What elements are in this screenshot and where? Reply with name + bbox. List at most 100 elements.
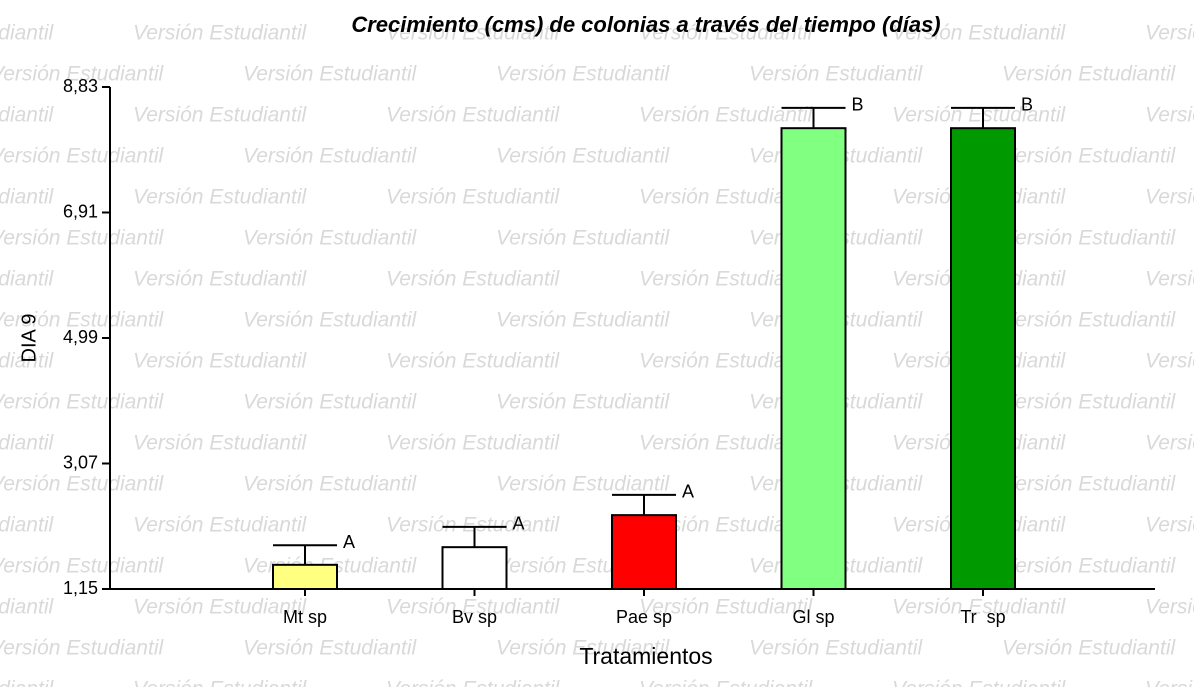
watermark-text: Versión Estudiantil xyxy=(243,637,417,660)
watermark-text: Versión Estudiantil xyxy=(0,268,54,291)
watermark-text: Versión Estudiantil xyxy=(243,63,417,86)
watermark-text: Versión Estudiantil xyxy=(496,391,670,414)
watermark-text: Versión Estudiantil xyxy=(0,432,54,455)
watermark-text: Versión Estudiantil xyxy=(1145,268,1194,291)
watermark-text: Versión Estudiantil xyxy=(1145,678,1194,687)
bar xyxy=(611,514,677,590)
watermark-text: Versión Estudiantil xyxy=(0,145,164,168)
watermark-text: Versión Estudiantil xyxy=(1145,22,1194,45)
watermark-text: Versión Estudiantil xyxy=(386,186,560,209)
watermark-text: Versión Estudiantil xyxy=(243,145,417,168)
watermark-text: Versión Estudiantil xyxy=(133,350,307,373)
group-letter: A xyxy=(682,482,694,502)
watermark-text: Versión Estudiantil xyxy=(1002,391,1176,414)
bar xyxy=(272,563,338,591)
y-tick-label: 8,83 xyxy=(63,76,98,96)
watermark-text: Versión Estudiantil xyxy=(386,432,560,455)
watermark-text: Versión Estudiantil xyxy=(133,678,307,687)
bar xyxy=(780,127,847,590)
watermark-text: Versión Estudiantil xyxy=(1145,596,1194,619)
watermark-text: Versión Estudiantil xyxy=(133,596,307,619)
y-tick-label: 3,07 xyxy=(63,452,98,472)
watermark-text: Versión Estudiantil xyxy=(1002,63,1176,86)
watermark-text: Versión Estudiantil xyxy=(0,227,164,250)
watermark-text: Versión Estudiantil xyxy=(639,186,813,209)
watermark-text: Versión Estudiantil xyxy=(892,104,1066,127)
watermark-text: Versión Estudiantil xyxy=(749,63,923,86)
watermark-text: Versión Estudiantil xyxy=(386,596,560,619)
watermark-text: Versión Estudiantil xyxy=(0,637,164,660)
watermark-text: Versión Estudiantil xyxy=(0,391,164,414)
y-tick-label: 6,91 xyxy=(63,201,98,221)
watermark-text: Versión Estudiantil xyxy=(386,104,560,127)
bar xyxy=(950,127,1016,590)
watermark-text: Versión Estudiantil xyxy=(386,514,560,537)
watermark-text: Versión Estudiantil xyxy=(0,104,54,127)
watermark-text: Versión Estudiantil xyxy=(639,22,813,45)
watermark-text: Versión Estudiantil xyxy=(892,678,1066,687)
watermark-text: Versión Estudiantil xyxy=(892,596,1066,619)
watermark-text: Versión Estudiantil xyxy=(496,637,670,660)
x-tick-label: Mt sp xyxy=(283,607,327,627)
watermark-text: Versión Estudiantil xyxy=(639,268,813,291)
group-letter: B xyxy=(852,95,864,115)
y-tick-label: 1,15 xyxy=(63,578,98,598)
watermark-text: Versión Estudiantil xyxy=(0,596,54,619)
watermark-text: Versión Estudiantil xyxy=(133,186,307,209)
watermark-text: Versión Estudiantil xyxy=(0,473,164,496)
watermark-text: Versión Estudiantil xyxy=(1145,514,1194,537)
watermark-text: Versión Estudiantil xyxy=(1145,186,1194,209)
watermark-text: Versión Estudiantil xyxy=(0,186,54,209)
watermark-text: Versión Estudiantil xyxy=(0,63,164,86)
watermark-text: Versión Estudiantil xyxy=(639,350,813,373)
watermark-text: Versión Estudiantil xyxy=(133,514,307,537)
watermark-text: Versión Estudiantil xyxy=(639,104,813,127)
group-letter: A xyxy=(513,514,525,534)
x-axis-title: Tratamientos xyxy=(579,643,712,669)
chart-title: Crecimiento (cms) de colonias a través d… xyxy=(351,12,940,37)
watermark-layer: Versión Estudiantil Versión Estudiantil Ve… xyxy=(0,22,1194,687)
watermark-text: Versión Estudiantil xyxy=(1002,473,1176,496)
group-letter: A xyxy=(343,532,355,552)
watermark-text: Versión Estudiantil xyxy=(892,22,1066,45)
watermark-text: Versión Estudiantil xyxy=(1002,555,1176,578)
watermark-text: Versión Estudiantil xyxy=(496,63,670,86)
watermark-text: Versión Estudiantil xyxy=(386,350,560,373)
watermark-text: Versión Estudiantil xyxy=(243,309,417,332)
watermark-text: Versión Estudiantil xyxy=(386,268,560,291)
watermark-text: Versión Estudiantil xyxy=(496,227,670,250)
watermark-text: Versión Estudiantil xyxy=(1145,350,1194,373)
y-axis-title: DIA 9 xyxy=(18,314,40,363)
watermark-text: Versión Estudiantil xyxy=(386,678,560,687)
watermark-text: Versión Estudiantil xyxy=(0,309,164,332)
watermark-text: Versión Estudiantil xyxy=(386,22,560,45)
y-tick-label: 4,99 xyxy=(63,327,98,347)
watermark-text: Versión Estudiantil xyxy=(749,637,923,660)
watermark-text: Versión Estudiantil xyxy=(639,596,813,619)
watermark-text: Versión Estudiantil xyxy=(496,309,670,332)
watermark-text: Versión Estudiantil xyxy=(133,22,307,45)
watermark-text: Versión Estudiantil xyxy=(243,227,417,250)
watermark-text: Versión Estudiantil xyxy=(0,350,54,373)
x-tick-label: Pae sp xyxy=(616,607,672,627)
watermark-text: Versión Estudiantil xyxy=(133,268,307,291)
x-tick-label: Gl sp xyxy=(792,607,834,627)
watermark-text: Versión Estudiantil xyxy=(1145,104,1194,127)
watermark-text: Versión Estudiantil xyxy=(133,432,307,455)
watermark-text: Versión Estudiantil xyxy=(639,432,813,455)
watermark-text: Versión Estudiantil xyxy=(0,514,54,537)
watermark-text: Versión Estudiantil xyxy=(1145,432,1194,455)
watermark-text: Versión Estudiantil xyxy=(243,473,417,496)
watermark-text: Versión Estudiantil xyxy=(496,473,670,496)
x-tick-label: Bv sp xyxy=(452,607,497,627)
group-letter: B xyxy=(1021,95,1033,115)
watermark-text: Versión Estudiantil xyxy=(1002,227,1176,250)
watermark-text: Versión Estudiantil xyxy=(0,678,54,687)
watermark-text: Versión Estudiantil xyxy=(1002,309,1176,332)
watermark-text: Versión Estudiantil xyxy=(1002,637,1176,660)
watermark-text: Versión Estudiantil xyxy=(496,145,670,168)
watermark-text: Versión Estudiantil xyxy=(639,514,813,537)
watermark-text: Versión Estudiantil xyxy=(0,22,54,45)
watermark-text: Versión Estudiantil xyxy=(243,391,417,414)
